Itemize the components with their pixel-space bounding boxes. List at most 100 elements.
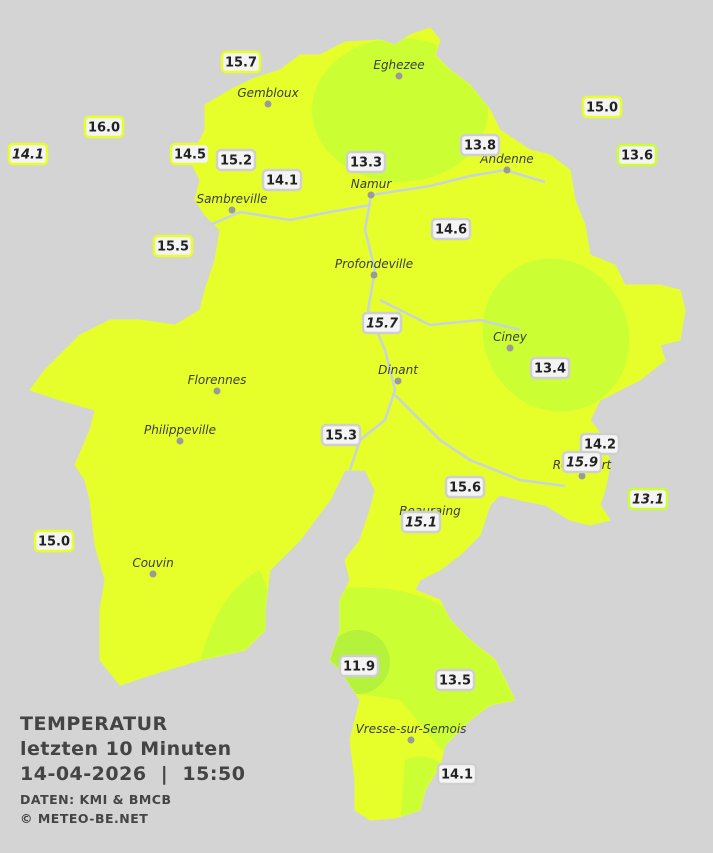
station-box (616, 143, 658, 167)
legend-period: letzten 10 Minuten (20, 738, 232, 760)
station: 15.7 (361, 311, 403, 335)
town-dot (367, 191, 375, 199)
town-label: Eghezee (373, 58, 424, 72)
station-value: 14.5 (174, 148, 206, 163)
town-dot (149, 570, 157, 578)
legend-datetime: 14-04-2026 | 15:50 (20, 763, 245, 785)
station-value: 15.5 (157, 240, 189, 255)
station: 14.6 (430, 217, 472, 241)
river (209, 203, 372, 227)
station: 14.2 (579, 432, 621, 456)
station: 13.3 (345, 150, 387, 174)
station-value: 16.0 (88, 121, 120, 136)
station-value: 13.8 (464, 139, 496, 154)
river (348, 194, 397, 471)
station-value: 15.7 (366, 317, 399, 332)
town-dot (228, 206, 236, 214)
town-label: Ciney (493, 330, 528, 344)
town-dot (407, 736, 415, 744)
town-label: Philippeville (144, 423, 216, 437)
town-label: Namur (351, 177, 393, 191)
station-box (529, 356, 571, 380)
station: 15.3 (320, 423, 362, 447)
town-dot (213, 387, 221, 395)
station: 11.9 (338, 654, 380, 678)
station: 15.1 (400, 510, 442, 534)
station-box (338, 654, 380, 678)
station-value: 13.5 (439, 674, 471, 689)
station-value: 15.3 (325, 429, 357, 444)
legend-source: DATEN: KMI & BMCB (20, 792, 172, 807)
town-label: Florennes (188, 373, 247, 387)
station-box (345, 150, 387, 174)
station-value: 13.6 (621, 149, 653, 164)
station-value: 11.9 (343, 660, 375, 675)
river (370, 168, 546, 197)
station-box (361, 311, 403, 335)
station-value: 13.1 (632, 493, 664, 508)
legend: TEMPERATUR letzten 10 Minuten 14-04-2026… (20, 713, 245, 826)
station-box (33, 529, 75, 553)
station: 15.6 (444, 475, 486, 499)
station-box (215, 148, 257, 172)
town-dot (394, 377, 402, 385)
station-value: 14.2 (584, 438, 616, 453)
town-dot (395, 72, 403, 80)
station-box (261, 168, 303, 192)
station-box (436, 762, 478, 786)
station-value: 15.6 (449, 481, 481, 496)
town-label: Couvin (132, 556, 173, 570)
station: 13.5 (434, 668, 476, 692)
station-value: 14.1 (266, 174, 298, 189)
station: 14.1 (261, 168, 303, 192)
zone (482, 258, 630, 412)
station: 14.1 (436, 762, 478, 786)
station: 15.5 (152, 234, 194, 258)
station-box (561, 450, 603, 474)
station: 15.0 (581, 95, 623, 119)
station: 15.7 (220, 50, 262, 74)
station-box (430, 217, 472, 241)
town-dot (578, 472, 586, 480)
station-value: 14.1 (12, 148, 44, 163)
river (379, 298, 521, 332)
rivers (209, 168, 566, 488)
town-dot (264, 100, 272, 108)
town-dot (370, 271, 378, 279)
station: 15.2 (215, 148, 257, 172)
station: 13.1 (627, 487, 669, 511)
town-label: Sambreville (196, 192, 267, 206)
legend-copyright: © METEO-BE.NET (20, 811, 148, 826)
station-box (7, 142, 49, 166)
station-value: 14.6 (435, 223, 467, 238)
station-value: 14.1 (441, 768, 473, 783)
town-label: Dinant (378, 363, 419, 377)
station-box (320, 423, 362, 447)
station-box (400, 510, 442, 534)
station-box (220, 50, 262, 74)
station-box (581, 95, 623, 119)
station-box (152, 234, 194, 258)
station-value: 13.3 (350, 156, 382, 171)
station-box (444, 475, 486, 499)
station-value: 15.0 (586, 101, 618, 116)
towns: EghezeeGemblouxAndenneNamurSambrevillePr… (132, 58, 613, 744)
station-value: 15.2 (220, 154, 252, 169)
station-value: 15.0 (38, 535, 70, 550)
town-dot (506, 344, 514, 352)
station-value: 15.7 (225, 56, 257, 71)
river (394, 394, 566, 488)
station: 15.9 (561, 450, 603, 474)
station-box (459, 133, 501, 157)
station: 16.0 (83, 115, 125, 139)
zone (312, 38, 488, 182)
station: 13.4 (529, 356, 571, 380)
station-value: 15.9 (566, 456, 598, 471)
station: 15.0 (33, 529, 75, 553)
station: 14.1 (7, 142, 49, 166)
town-label: Profondeville (335, 257, 413, 271)
station-value: 13.4 (534, 362, 566, 377)
station-value: 15.1 (405, 516, 437, 531)
